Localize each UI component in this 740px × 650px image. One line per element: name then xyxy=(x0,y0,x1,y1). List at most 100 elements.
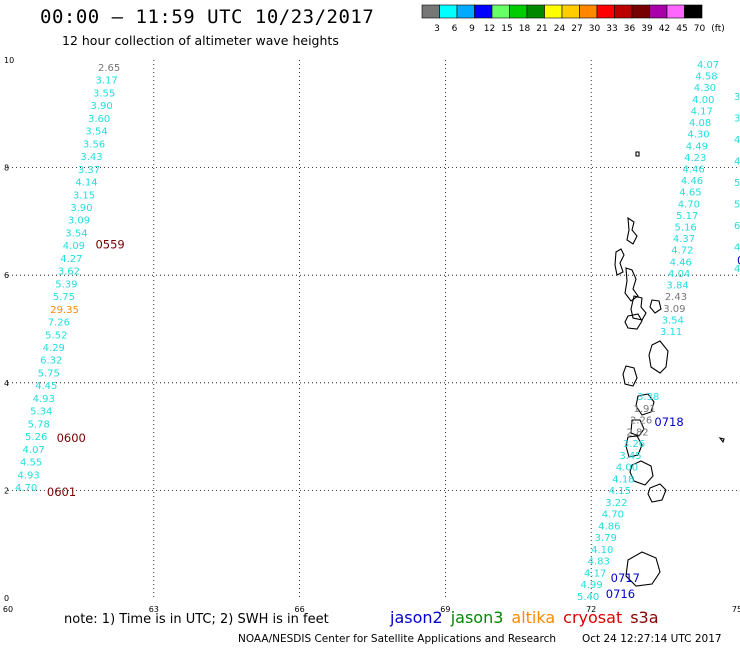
island-outline xyxy=(625,435,643,458)
y-tick-label: 4 xyxy=(4,379,9,388)
scale-swatch xyxy=(561,4,580,19)
x-tick-label: 75 xyxy=(732,605,740,614)
scale-label: 39 xyxy=(641,24,653,34)
island-outline xyxy=(629,460,654,486)
color-scale-legend: 3 6 9 12 15 18 21 24 27 30 33 36 39 42 45 70 (ft) xyxy=(421,4,725,34)
swh-value-edge-track: 5 xyxy=(734,200,740,211)
pass-time-label: 0717 xyxy=(611,571,640,585)
x-tick-label: 60 xyxy=(3,605,13,614)
y-tick-label: 8 xyxy=(4,164,9,173)
swh-value-edge-track: 3 xyxy=(734,114,740,125)
swh-value-south-track: 3.26 xyxy=(623,439,645,450)
scale-label: 42 xyxy=(659,24,670,34)
swh-value-east-track: 4.46 xyxy=(670,257,692,268)
swh-value-edge-track: 3 xyxy=(734,92,740,103)
scale-label: 36 xyxy=(624,24,636,34)
y-tick-label: 0 xyxy=(4,594,9,603)
scale-label: 12 xyxy=(484,24,495,34)
island-outline xyxy=(622,365,638,387)
swh-value-south-track: 4.99 xyxy=(581,580,603,591)
swh-value-south-track: 4.86 xyxy=(598,521,620,532)
swh-value-west-track: 3.54 xyxy=(65,228,87,239)
swh-value-east-track: 4.00 xyxy=(692,95,714,106)
swh-value-east-track: 3.11 xyxy=(660,327,682,338)
scale-swatch xyxy=(684,4,703,19)
swh-value-edge-track: 4 xyxy=(734,157,740,168)
swh-value-west-track: 4.55 xyxy=(20,458,42,469)
swh-value-west-track: 29.35 xyxy=(50,305,79,316)
scale-label: 27 xyxy=(571,24,582,34)
scale-label: 33 xyxy=(606,24,617,34)
scale-label: 15 xyxy=(501,24,512,34)
island-outline xyxy=(649,299,662,314)
scale-swatch xyxy=(439,4,458,19)
scale-swatch xyxy=(579,4,598,19)
swh-value-west-track: 3.43 xyxy=(80,152,102,163)
satellite-jason3: jason3 xyxy=(450,608,504,627)
scale-swatch xyxy=(456,4,475,19)
swh-value-south-track: 2.26 xyxy=(630,416,652,427)
swh-value-west-track: 5.39 xyxy=(55,279,77,290)
swh-value-west-track: 3.55 xyxy=(93,88,115,99)
swh-value-south-track: 2.82 xyxy=(626,427,648,438)
swh-value-east-track: 4.46 xyxy=(681,176,703,187)
swh-value-south-track: 4.17 xyxy=(584,568,606,579)
island-outline xyxy=(626,216,638,245)
satellite-jason2: jason2 xyxy=(390,608,443,627)
page-title: 00:00 – 11:59 UTC 10/23/2017 xyxy=(40,6,375,28)
scale-unit: (ft) xyxy=(711,24,725,34)
swh-value-east-track: 4.17 xyxy=(691,106,713,117)
swh-value-west-track: 3.56 xyxy=(83,139,105,150)
swh-value-south-track: 3.79 xyxy=(595,533,617,544)
generation-timestamp: Oct 24 12:27:14 UTC 2017 xyxy=(582,633,722,645)
island-outline xyxy=(625,551,661,587)
swh-value-east-track: 5.17 xyxy=(676,211,698,222)
island-outline xyxy=(630,295,647,321)
scale-label: 6 xyxy=(452,24,458,34)
swh-value-east-track: 4.70 xyxy=(678,199,700,210)
scale-swatch xyxy=(666,4,685,19)
swh-value-south-track: 4.70 xyxy=(602,510,624,521)
x-tick-label: 63 xyxy=(149,605,159,614)
island-outline xyxy=(635,151,640,157)
scale-swatch xyxy=(631,4,650,19)
swh-value-east-track: 4.46 xyxy=(683,164,705,175)
scale-label: 3 xyxy=(434,24,440,34)
pass-time-label: 0559 xyxy=(95,237,124,251)
scale-swatch xyxy=(526,4,545,19)
swh-value-west-track: 4.07 xyxy=(23,445,45,456)
swh-value-west-track: 5.34 xyxy=(30,407,52,418)
swh-value-south-track: 3.45 xyxy=(619,451,641,462)
swh-value-west-track: 3.37 xyxy=(78,165,100,176)
swh-value-west-track: 3.90 xyxy=(90,101,112,112)
swh-value-south-track: 3.38 xyxy=(637,392,659,403)
swh-value-edge-track: 5 xyxy=(734,178,740,189)
swh-value-south-track: 3.22 xyxy=(605,498,627,509)
y-tick-label: 6 xyxy=(4,271,9,280)
swh-value-south-track: 1.91 xyxy=(633,404,655,415)
swh-value-west-track: 4.14 xyxy=(75,178,97,189)
swh-value-west-track: 5.75 xyxy=(38,368,60,379)
swh-value-east-track: 5.16 xyxy=(674,223,696,234)
scale-label: 30 xyxy=(589,24,601,34)
island-outline xyxy=(614,248,625,276)
swh-value-east-track: 3.84 xyxy=(666,281,688,292)
swh-value-east-track: 4.30 xyxy=(687,130,709,141)
swh-value-west-track: 3.09 xyxy=(68,216,90,227)
island-outline xyxy=(635,393,655,416)
swh-value-west-track: 3.62 xyxy=(58,267,80,278)
swh-value-east-track: 4.49 xyxy=(686,141,708,152)
swh-value-east-track: 4.08 xyxy=(689,118,711,129)
swh-value-east-track: 4.65 xyxy=(679,188,701,199)
page-subtitle: 12 hour collection of altimeter wave hei… xyxy=(62,33,339,48)
swh-value-east-track: 4.72 xyxy=(671,246,693,257)
swh-value-west-track: 6.32 xyxy=(40,356,62,367)
swh-value-west-track: 3.90 xyxy=(70,203,92,214)
swh-value-south-track: 4.00 xyxy=(616,463,638,474)
scale-label: 18 xyxy=(519,24,531,34)
x-tick-label: 69 xyxy=(440,605,450,614)
scale-label: 24 xyxy=(554,24,566,34)
swh-value-west-track: 4.93 xyxy=(33,394,55,405)
swh-value-east-track: 4.58 xyxy=(695,72,717,83)
scale-swatch xyxy=(421,4,440,19)
